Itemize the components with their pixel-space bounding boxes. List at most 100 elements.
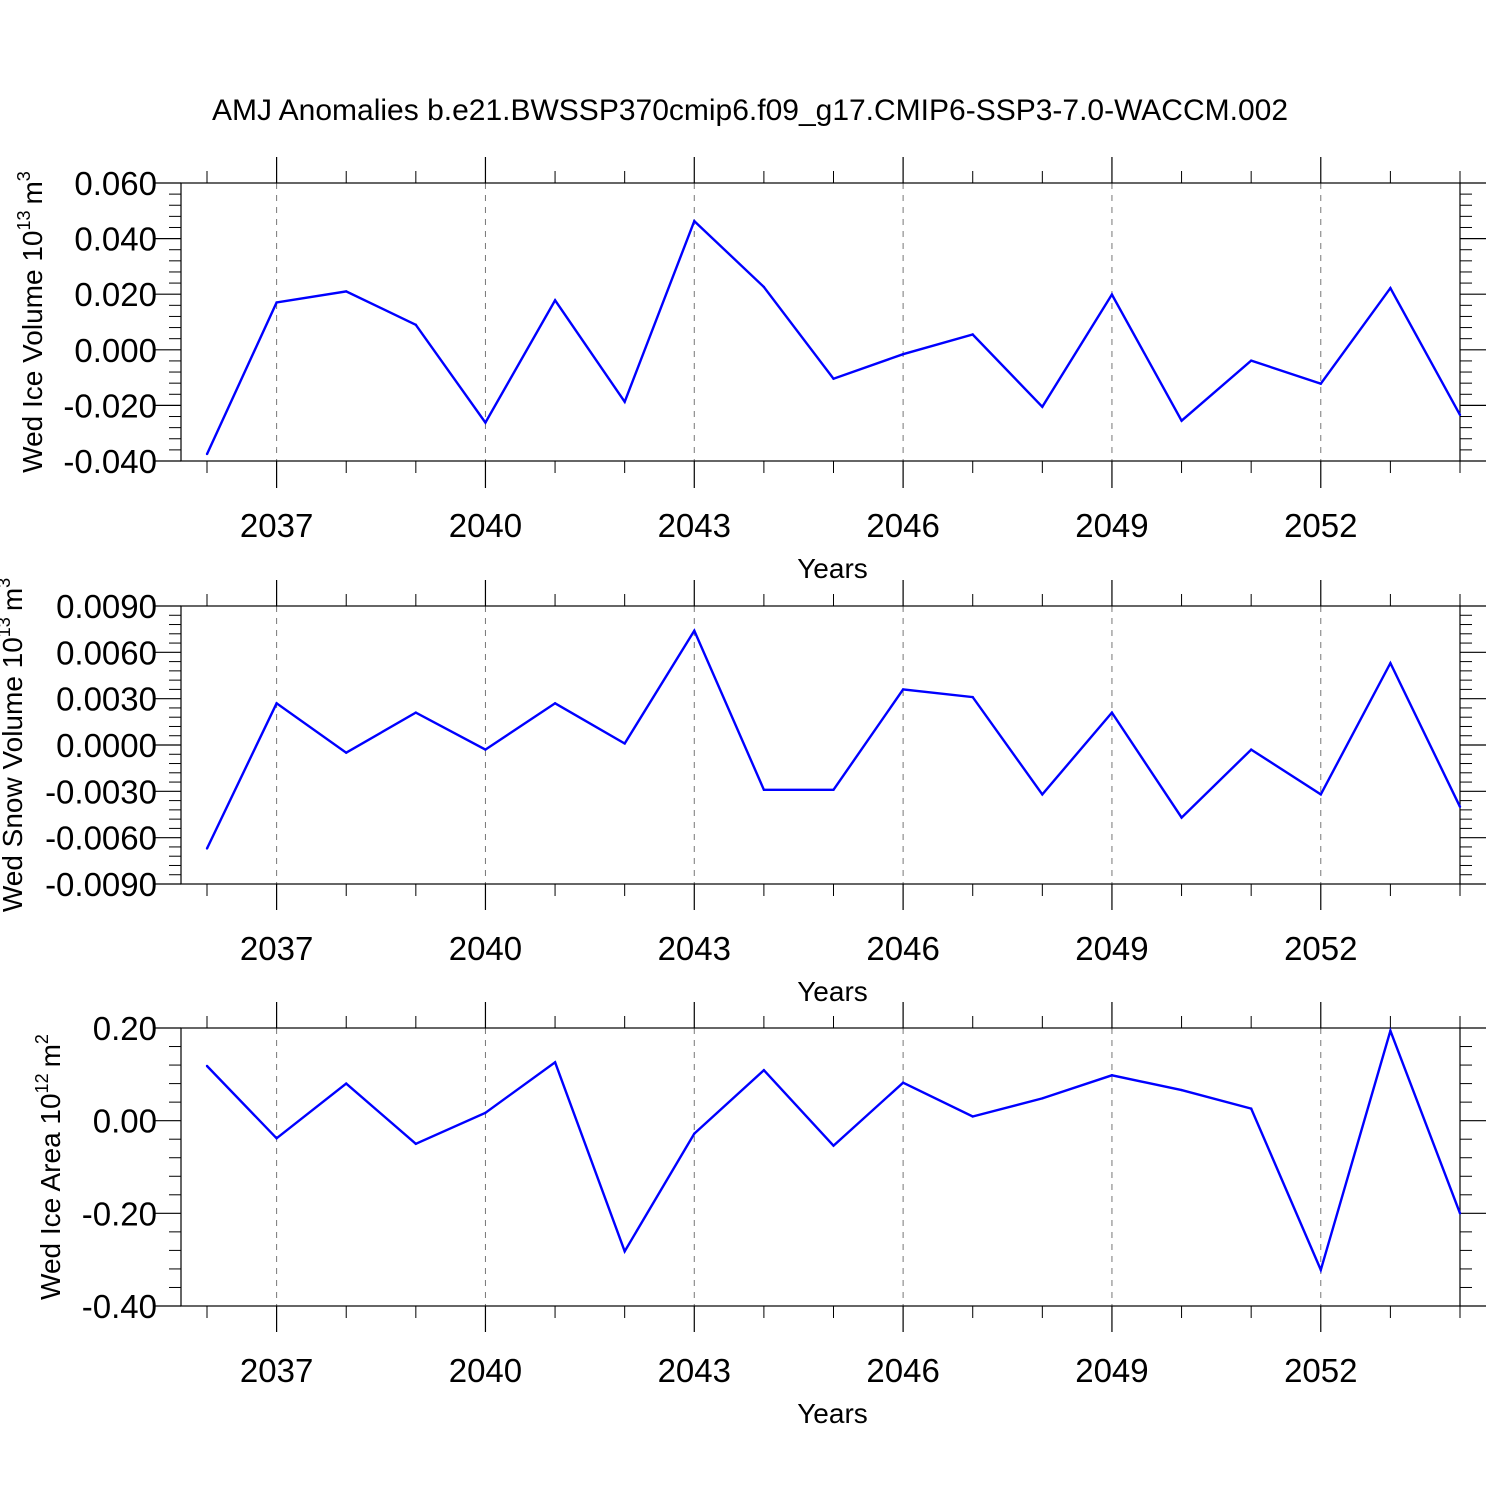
y-axis-title-unit-exponent: 2 [32,1034,52,1044]
data-point [275,1137,278,1140]
series-line [205,628,1462,850]
y-tick-label: 0.000 [74,332,157,369]
y-axis-title-text: Wed Snow Volume 10 [0,637,28,912]
x-tick-label: 2043 [658,1352,731,1389]
data-point [1249,359,1253,362]
y-tick-label: 0.0060 [56,634,157,671]
data-point [275,301,278,304]
y-tick-label: 0.060 [74,165,157,202]
data-point [1110,711,1114,714]
y-tick-label: 0.020 [74,276,157,313]
y-axis-title: Wed Snow Volume 1013 m3 [0,578,28,912]
y-tick-label: -0.0090 [45,866,157,903]
x-tick-label: 2049 [1075,507,1148,544]
y-axis-title-unit: m [0,588,28,611]
series-line [206,1027,1462,1274]
data-point [693,1132,696,1135]
data-point [553,1061,557,1064]
data-point [832,788,835,791]
data-point [1110,293,1114,296]
data-point [762,285,766,289]
data-point [484,1111,487,1114]
x-tick-label: 2049 [1075,930,1148,967]
y-tick-label: -0.020 [63,387,157,424]
data-point [1458,1212,1462,1215]
x-tick-label: 2052 [1284,1352,1357,1389]
data-point [1319,382,1322,385]
data-point [693,219,696,223]
y-axis-title-text: Wed Ice Volume 10 [17,231,48,473]
data-point [623,400,626,403]
data-point [414,1142,418,1146]
y-tick-label: -0.20 [82,1195,157,1232]
x-axis-title: Years [797,976,868,1007]
data-point [971,1115,974,1118]
data-point [901,688,905,691]
data-point [623,1250,626,1253]
data-point [484,421,487,424]
x-tick-label: 2043 [658,507,731,544]
y-axis-title-unit: m [35,1044,66,1067]
data-point [1180,1088,1183,1092]
data-point [1389,1029,1392,1032]
y-tick-label: -0.0030 [45,773,157,810]
y-tick-label: 0.040 [74,221,157,258]
data-point [205,1064,209,1068]
x-axis-title: Years [797,553,868,584]
data-point [762,1068,766,1072]
plot-frame [180,1027,1461,1307]
x-tick-label: 2037 [240,930,313,967]
data-point [414,711,418,714]
y-tick-label: 0.0090 [56,588,157,625]
chart-panel-1: 2037 2040 2043 2046 2049 2052 Years 0.060 0.040 0… [14,157,1486,584]
y-axis-title: Wed Ice Area 1012 m2 [32,1034,66,1300]
x-axis-title: Years [797,1398,868,1429]
x-tick-label: 2040 [449,930,522,967]
y-tick-label: -0.040 [63,443,157,480]
y-tick-label: 0.20 [93,1010,157,1047]
data-point [1319,793,1322,796]
data-point [1180,419,1183,422]
data-point [553,702,557,705]
chart-panel-3: 2037 2040 2043 2046 2049 2052 Years 0.20 0.00 -0.… [32,1002,1486,1429]
data-point [1110,1074,1114,1077]
data-point [345,751,348,754]
data-point [693,629,696,632]
series-line [205,218,1462,455]
panels: 2037 2040 2043 2046 2049 2052 Years 0.060 0.040 0… [0,157,1486,1429]
y-axis-title-text: Wed Ice Area 10 [35,1093,66,1300]
x-tick-label: 2052 [1284,930,1357,967]
data-point [901,1081,905,1084]
data-point [762,788,766,791]
data-point [345,290,348,293]
data-point [623,742,626,745]
y-tick-label: 0.00 [93,1103,157,1140]
x-tick-label: 2040 [449,1352,522,1389]
data-point [901,353,905,356]
data-point [1180,816,1183,819]
chart-panel-2: 2037 2040 2043 2046 2049 2052 Years 0.0090 0.006… [0,578,1486,1007]
plot-frame [180,605,1461,885]
data-point [414,323,418,326]
y-axis-title: Wed Ice Volume 1013 m3 [14,171,48,473]
x-tick-label: 2046 [866,930,939,967]
figure-title: AMJ Anomalies b.e21.BWSSP370cmip6.f09_g1… [212,94,1288,127]
x-tick-label: 2040 [449,507,522,544]
data-point [1319,1268,1322,1272]
data-point [1041,793,1044,796]
x-tick-label: 2046 [866,1352,939,1389]
data-point [832,377,835,380]
data-point [345,1082,348,1085]
data-point [1249,748,1253,751]
x-tick-label: 2037 [240,1352,313,1389]
y-axis-title-unit-exponent: 3 [14,171,34,181]
data-point [1458,805,1462,808]
y-tick-label: 0.0000 [56,727,157,764]
data-point [1389,286,1392,290]
data-point [205,452,209,456]
y-tick-label: -0.0060 [45,820,157,857]
data-point [971,333,974,336]
data-point [275,702,278,705]
data-point [553,299,557,302]
